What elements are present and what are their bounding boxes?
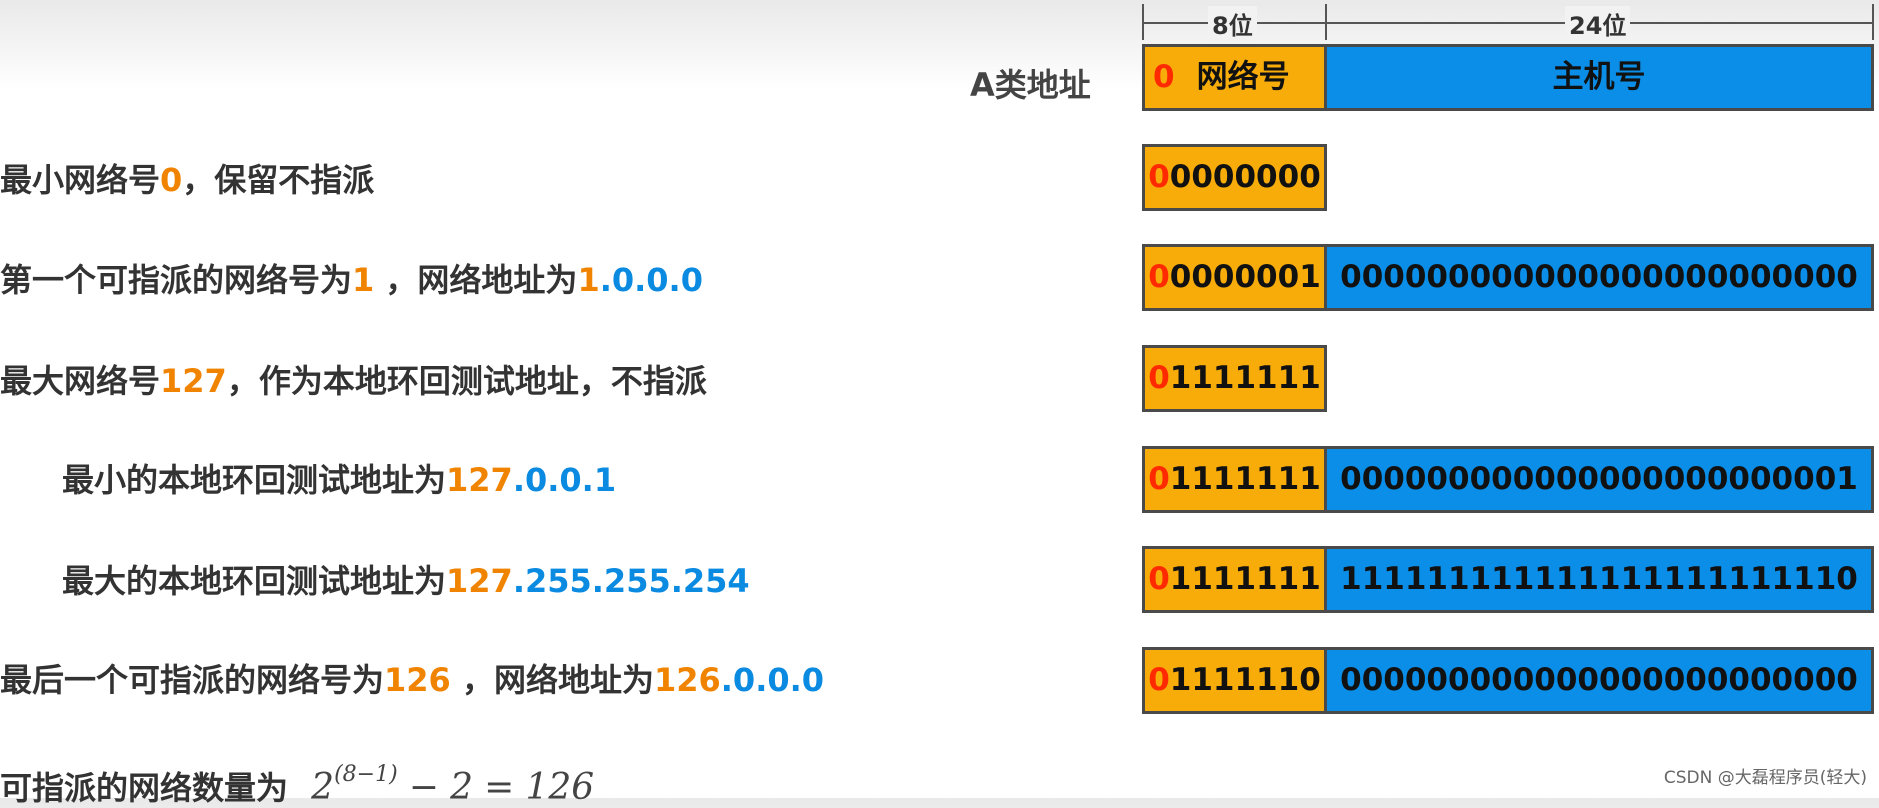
text-segment: 1: [352, 261, 375, 299]
text-segment: 126: [384, 661, 451, 699]
row-text: 最后一个可指派的网络号为126 ，网络地址为126.0.0.0: [0, 660, 824, 700]
net-width-label: 8位: [1208, 6, 1257, 41]
row-text: 最大的本地环回测试地址为127.255.255.254: [62, 561, 750, 601]
row-text: 第一个可指派的网络号为1 ，网络地址为1.0.0.0: [0, 260, 703, 300]
host-bits: 111111111111111111111110: [1340, 561, 1858, 597]
text-segment: ，保留不指派: [182, 161, 375, 199]
host-bits-box: 000000000000000000000000: [1324, 244, 1874, 311]
text-segment: 1: [577, 261, 600, 299]
host-bits-box: 000000000000000000000000: [1324, 647, 1874, 714]
net-bits-box: 00000001: [1142, 244, 1327, 311]
net-bits: 1111111: [1169, 360, 1321, 396]
net-bits: 1111111: [1169, 561, 1321, 597]
formula-result: 126: [525, 767, 595, 808]
net-bits-box: 01111111: [1142, 446, 1327, 513]
row-text: 最大网络号127，作为本地环回测试地址，不指派: [0, 361, 707, 401]
host-bits: 000000000000000000000000: [1340, 662, 1858, 698]
dimension-tick: [1872, 4, 1874, 40]
text-segment: 最小网络号: [0, 161, 161, 199]
net-label: 网络号: [1196, 59, 1290, 95]
host-label: 主机号: [1552, 59, 1646, 95]
net-header-box: 0 网络号: [1142, 44, 1327, 111]
host-bits: 000000000000000000000000: [1340, 259, 1858, 295]
row-text: 最小网络号0，保留不指派: [0, 160, 374, 200]
first-bit: 0: [1148, 561, 1170, 597]
text-segment: 127: [446, 562, 513, 600]
net-bits-box: 00000000: [1142, 144, 1327, 211]
formula-minus: −: [408, 767, 439, 808]
text-segment: 第一个可指派的网络号为: [0, 261, 353, 299]
text-segment: .0.0.1: [512, 461, 617, 499]
row-text: 最小的本地环回测试地址为127.0.0.1: [62, 460, 616, 500]
net-bits-box: 01111110: [1142, 647, 1327, 714]
net-bits: 0000001: [1169, 259, 1321, 295]
first-bit: 0: [1148, 159, 1170, 195]
text-segment: ，网络地址为: [374, 261, 578, 299]
net-bits-box: 01111111: [1142, 546, 1327, 613]
text-segment: 127: [446, 461, 513, 499]
text-segment: .0.0.0: [599, 261, 703, 299]
text-segment: 最大的本地环回测试地址为: [62, 562, 447, 600]
first-bit: 0: [1153, 59, 1175, 95]
text-segment: .255.255.254: [512, 562, 750, 600]
watermark: CSDN @大磊程序员(轻大): [1663, 768, 1867, 788]
first-bit: 0: [1148, 461, 1170, 497]
host-width-label: 24位: [1565, 6, 1631, 41]
text-segment: ，作为本地环回测试地址，不指派: [226, 362, 707, 400]
text-segment: 最大网络号: [0, 362, 161, 400]
host-bits-box: 111111111111111111111110: [1324, 546, 1874, 613]
formula-subtrahend: 2: [450, 767, 474, 808]
text-segment: 127: [160, 362, 227, 400]
first-bit: 0: [1148, 259, 1170, 295]
formula-label: 可指派的网络数量为: [0, 769, 289, 807]
text-segment: .0.0.0: [720, 661, 825, 699]
text-segment: 最后一个可指派的网络号为: [0, 661, 385, 699]
text-segment: 126: [653, 661, 721, 699]
host-bits: 000000000000000000000001: [1340, 461, 1858, 497]
net-bits: 1111110: [1169, 662, 1321, 698]
address-class-label: A类地址: [970, 66, 1091, 104]
formula-exponent: (8−1): [334, 762, 398, 787]
net-bits: 0000000: [1169, 159, 1321, 195]
net-bits: 1111111: [1169, 461, 1321, 497]
net-bits-box: 01111111: [1142, 345, 1327, 412]
text-segment: ，网络地址为: [450, 661, 654, 699]
text-segment: 0: [160, 161, 183, 199]
formula: 可指派的网络数量为 2(8−1) − 2 = 126: [0, 755, 594, 808]
host-header-box: 主机号: [1324, 44, 1874, 111]
first-bit: 0: [1148, 360, 1170, 396]
formula-base: 2: [311, 767, 335, 808]
host-bits-box: 000000000000000000000001: [1324, 446, 1874, 513]
formula-equals: =: [484, 767, 515, 808]
text-segment: 最小的本地环回测试地址为: [62, 461, 447, 499]
first-bit: 0: [1148, 662, 1170, 698]
